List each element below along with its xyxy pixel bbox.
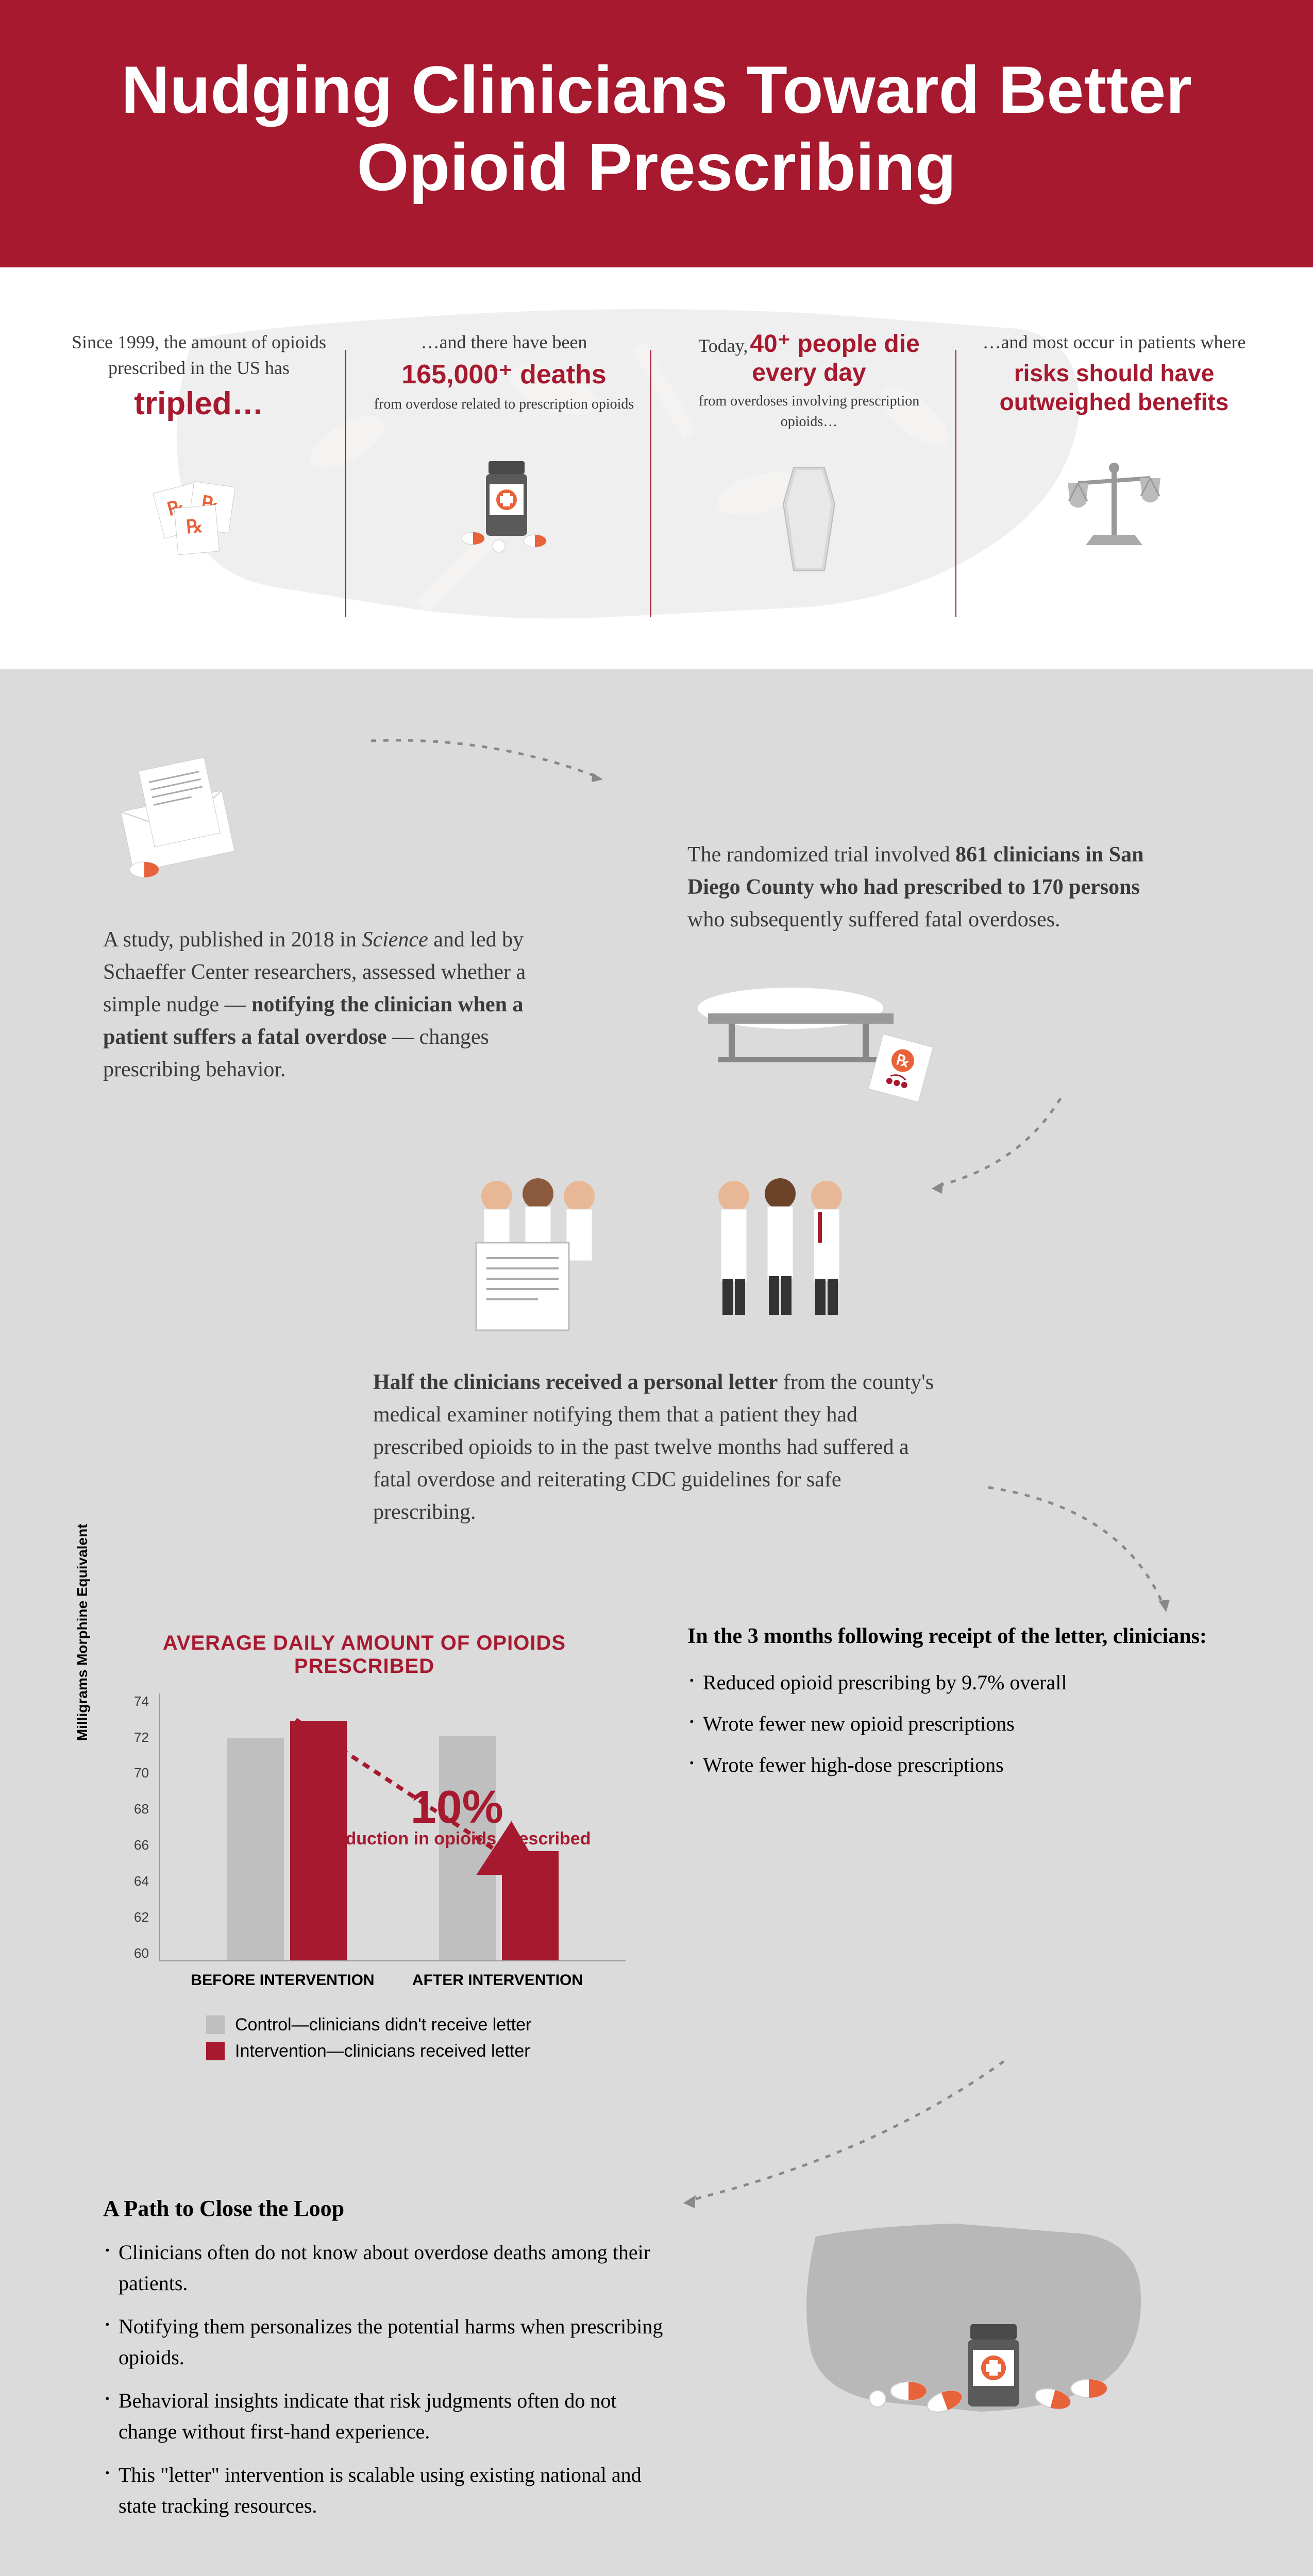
chart-bars: 10% Reduction in opioids prescribed	[159, 1693, 626, 1961]
stat-pretext: …and there have been	[372, 329, 636, 355]
chart-title: AVERAGE DAILY AMOUNT OF OPIOIDS PRESCRIB…	[163, 1632, 566, 1677]
stats-section: Since 1999, the amount of opioids prescr…	[0, 267, 1313, 669]
list-item: Behavioral insights indicate that risk j…	[103, 2385, 679, 2447]
rx-papers-icon: ℞ ℞ ℞	[67, 453, 331, 566]
stat-pretext: Today,	[698, 335, 748, 356]
stat-pretext: …and most occur in patients where	[982, 329, 1246, 355]
results-heading: In the 3 months following receipt of the…	[687, 1621, 1210, 1652]
dashed-arrow-icon	[669, 2051, 1030, 2216]
list-item: Reduced opioid prescribing by 9.7% overa…	[687, 1667, 1210, 1698]
gurney-icon: ℞	[687, 967, 1210, 1104]
stat-highlight: 40⁺ people die every day	[750, 330, 919, 386]
stat-daily-deaths: Today, 40⁺ people die every day from ove…	[662, 329, 956, 576]
stat-tripled: Since 1999, the amount of opioids prescr…	[52, 329, 346, 576]
chart-annotation: 10% Reduction in opioids prescribed	[323, 1787, 591, 1850]
chart-xlabel: BEFORE INTERVENTION	[175, 1972, 390, 1989]
path-title: A Path to Close the Loop	[103, 2195, 679, 2222]
list-item: This "letter" intervention is scalable u…	[103, 2460, 679, 2521]
usa-map-pills-icon	[730, 2195, 1210, 2432]
svg-text:℞: ℞	[186, 515, 204, 537]
page-title: Nudging Clinicians Toward Better Opioid …	[31, 52, 1282, 206]
stat-posttext: from overdoses involving prescription op…	[677, 391, 941, 431]
stat-deaths: …and there have been 165,000⁺ deaths fro…	[357, 329, 651, 576]
study-section: A study, published in 2018 in Science an…	[0, 669, 1313, 2576]
stat-pretext: Since 1999, the amount of opioids prescr…	[67, 329, 331, 381]
chart-xlabel: AFTER INTERVENTION	[390, 1972, 605, 1989]
study-paragraph-1: A study, published in 2018 in Science an…	[103, 924, 577, 1086]
stats-row: Since 1999, the amount of opioids prescr…	[52, 329, 1261, 576]
study-paragraph-3: Half the clinicians received a personal …	[373, 1366, 940, 1529]
stat-risks: …and most occur in patients where risks …	[967, 329, 1261, 576]
results-list: Reduced opioid prescribing by 9.7% overa…	[687, 1667, 1210, 1781]
list-item: Wrote fewer high-dose prescriptions	[687, 1750, 1210, 1781]
list-item: Wrote fewer new opioid prescriptions	[687, 1708, 1210, 1739]
dashed-arrow-icon	[916, 1088, 1081, 1201]
coffin-icon	[677, 463, 941, 576]
stat-highlight: 165,000⁺ deaths	[372, 359, 636, 390]
chart-ylabel: Milligrams Morphine Equivalent	[74, 1523, 91, 1741]
path-list: Clinicians often do not know about overd…	[103, 2237, 679, 2521]
scale-icon	[982, 447, 1246, 561]
opioid-chart: AVERAGE DAILY AMOUNT OF OPIOIDS PRESCRIB…	[103, 1632, 626, 2061]
stat-posttext: from overdose related to prescription op…	[372, 394, 636, 414]
header-banner: Nudging Clinicians Toward Better Opioid …	[0, 0, 1313, 267]
study-paragraph-2: The randomized trial involved 861 clinic…	[687, 839, 1162, 936]
stat-highlight: tripled…	[67, 385, 331, 422]
stat-highlight: risks should have outweighed benefits	[982, 359, 1246, 416]
list-item: Clinicians often do not know about overd…	[103, 2237, 679, 2299]
dashed-arrow-icon	[361, 731, 618, 792]
chart-yaxis: 74 72 70 68 66 64 62 60	[134, 1693, 159, 1961]
bar-control	[227, 1738, 284, 1960]
pill-bottle-icon	[372, 446, 636, 559]
chart-legend: Control—clinicians didn't receive letter…	[103, 2015, 626, 2061]
dashed-arrow-icon	[968, 1477, 1184, 1621]
list-item: Notifying them personalizes the potentia…	[103, 2311, 679, 2373]
bar-intervention	[502, 1851, 559, 1960]
